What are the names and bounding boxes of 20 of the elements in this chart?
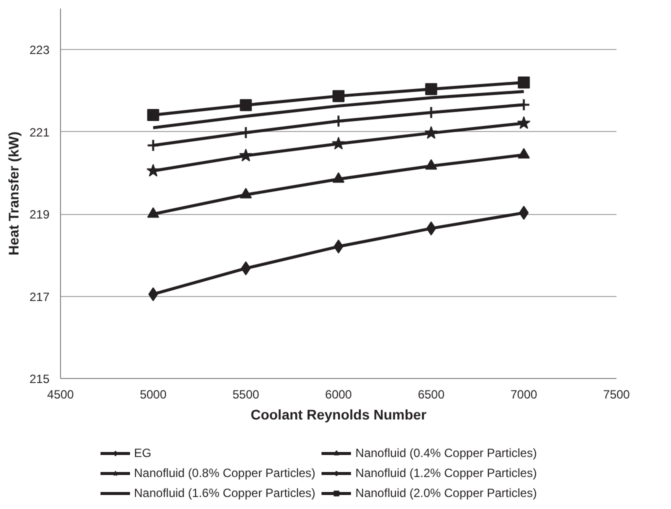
x-tick-label: 6500: [418, 388, 445, 402]
x-tick-label: 7500: [603, 388, 630, 402]
x-tick-label: 6000: [325, 388, 352, 402]
y-axis-title: Heat Transfer (kW): [5, 132, 22, 256]
y-tick-label: 223: [29, 43, 50, 58]
x-tick-label: 5000: [140, 388, 167, 402]
y-tick-label: 215: [29, 372, 50, 386]
x-axis-title: Coolant Reynolds Number: [250, 406, 427, 422]
legend-label: Nanofluid (0.8% Copper Particles): [134, 466, 316, 480]
y-tick-label: 221: [29, 125, 50, 140]
legend-label: EG: [134, 446, 152, 460]
x-tick-label: 7000: [510, 388, 538, 402]
legend-label: Nanofluid (1.2% Copper Particles): [355, 466, 537, 480]
legend-label: Nanofluid (2.0% Copper Particles): [355, 486, 537, 500]
y-tick-label: 217: [29, 290, 50, 304]
x-tick-label: 4500: [47, 388, 74, 402]
y-tick-label: 219: [29, 208, 50, 222]
legend-label: Nanofluid (1.6% Copper Particles): [134, 486, 316, 500]
x-tick-label: 5500: [232, 388, 260, 402]
legend-label: Nanofluid (0.4% Copper Particles): [355, 446, 537, 460]
